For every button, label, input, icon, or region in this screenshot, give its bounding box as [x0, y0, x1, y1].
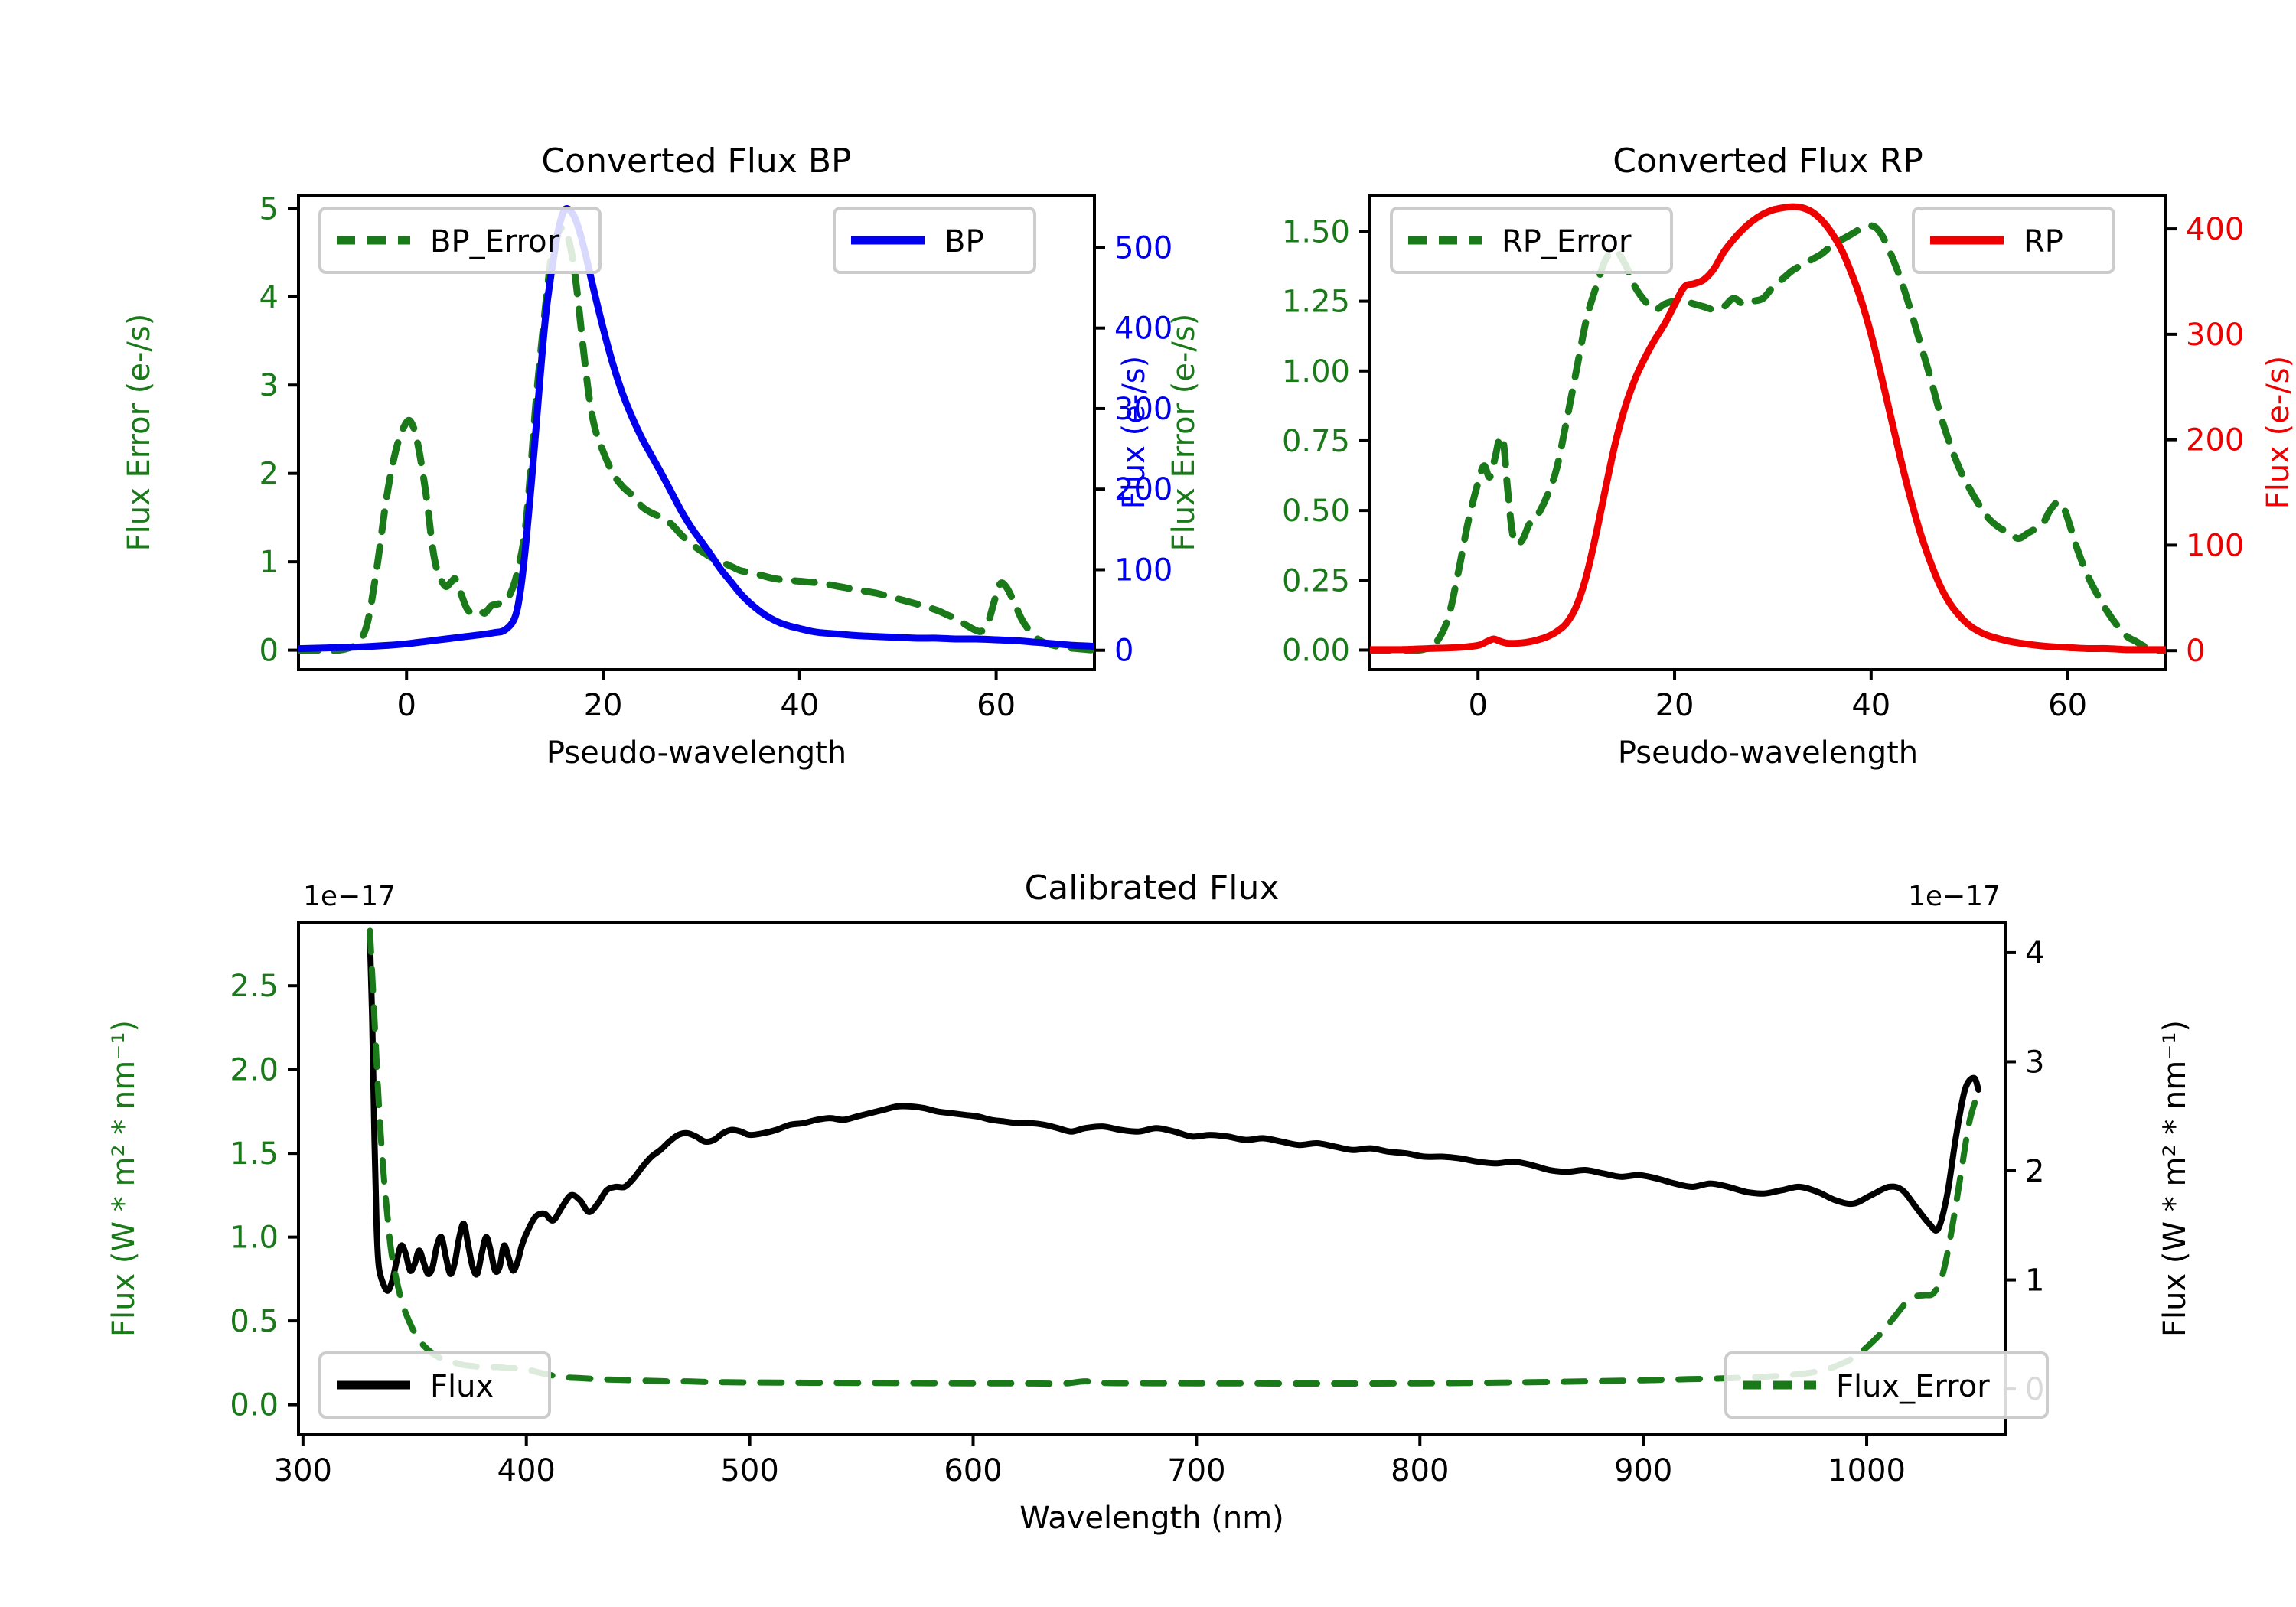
rp-legend-label: RP [2024, 224, 2063, 259]
x-tick-label: 900 [1614, 1453, 1672, 1488]
right-y-tick-label: 0 [2186, 634, 2205, 669]
left-y-tick-label: 1.00 [1282, 354, 1350, 390]
bp-x-axis-label: Pseudo-wavelength [546, 735, 846, 771]
series-line-bp [298, 205, 1094, 653]
right-y-tick-label: 100 [1114, 553, 1172, 588]
bp-left-y-axis-label: Flux Error (e-/s) [122, 314, 157, 552]
rp-plot-frame [1368, 194, 2167, 671]
right-y-tick-label: 300 [2186, 318, 2244, 353]
left-y-tick-label: 0.75 [1282, 424, 1350, 459]
left-y-tick-label: 0.00 [1282, 633, 1350, 668]
calibrated-flux-plot-frame [297, 921, 2007, 1436]
x-tick-label: 20 [1655, 688, 1694, 723]
series-line-rp [1370, 203, 2166, 654]
series-line-flux_error [367, 927, 1981, 1387]
flux-legend-label: Flux [430, 1369, 494, 1404]
rp-x-axis-label: Pseudo-wavelength [1618, 735, 1918, 771]
panel-converted-flux-rp: Converted Flux RP 0 20 40 60 Pseudo-wavelengt… [1148, 0, 2296, 826]
x-tick-label: 0 [397, 688, 416, 723]
right-y-tick-label: 400 [2186, 212, 2244, 247]
left-y-tick-label: 1.0 [230, 1221, 279, 1256]
flux-legend-box[interactable] [318, 1351, 551, 1419]
left-y-tick-label: 2 [259, 457, 279, 492]
x-tick-label: 800 [1391, 1453, 1449, 1488]
rp-left-y-axis-label: Flux Error (e-/s) [1166, 314, 1202, 552]
series-line-bp_error [298, 223, 1094, 654]
x-tick-label: 400 [497, 1453, 556, 1488]
calibrated-flux-x-axis-label: Wavelength (nm) [1019, 1501, 1284, 1536]
flux-error-legend-label: Flux_Error [1836, 1369, 1990, 1404]
bp-right-y-axis-label: Flux (e-/s) [1117, 356, 1152, 509]
flux-error-legend-box[interactable] [1724, 1351, 2049, 1419]
right-y-tick-label: 200 [2186, 423, 2244, 458]
x-tick-label: 500 [720, 1453, 778, 1488]
panel-calibrated-flux: Calibrated Flux 1e−17 1e−17 300 400 500 600 700… [0, 826, 2296, 1607]
left-y-tick-label: 1.25 [1282, 285, 1350, 320]
x-tick-label: 60 [2048, 688, 2087, 723]
right-y-tick-label: 0 [1114, 634, 1133, 669]
left-y-tick-label: 4 [259, 280, 279, 315]
left-y-tick-label: 1.50 [1282, 214, 1350, 249]
left-y-tick-label: 1 [259, 545, 279, 580]
x-tick-label: 40 [780, 688, 819, 723]
right-axis-offset-exponent: 1e−17 [1908, 881, 2001, 912]
rp-error-legend-label: RP_Error [1502, 224, 1632, 259]
right-y-tick-label: 100 [2186, 528, 2244, 563]
left-y-tick-label: 2.0 [230, 1053, 279, 1088]
left-y-tick-label: 5 [259, 191, 279, 227]
left-y-tick-label: 2.5 [230, 969, 279, 1004]
left-axis-offset-exponent: 1e−17 [303, 881, 396, 912]
x-tick-label: 600 [944, 1453, 1002, 1488]
series-line-rp_error [1370, 222, 2166, 654]
bp-legend-box[interactable] [833, 207, 1036, 274]
left-y-tick-label: 0.5 [230, 1304, 279, 1339]
calibrated-flux-left-y-axis-label: Flux (W * m² * nm⁻¹) [106, 1020, 142, 1337]
rp-error-legend-box[interactable] [1390, 207, 1673, 274]
x-tick-label: 700 [1167, 1453, 1225, 1488]
left-y-tick-label: 0.50 [1282, 494, 1350, 529]
panel-converted-flux-bp: Converted Flux BP 0 20 40 60 Pseudo-wavelengt… [0, 0, 1172, 826]
series-line-flux [367, 935, 1981, 1294]
bp-legend-label: BP [944, 224, 984, 259]
right-y-tick-label: 1 [2025, 1263, 2044, 1299]
right-y-tick-label: 3 [2025, 1045, 2044, 1080]
right-y-tick-label: 2 [2025, 1154, 2044, 1189]
x-tick-label: 40 [1851, 688, 1890, 723]
left-y-tick-label: 3 [259, 368, 279, 403]
bp-error-legend-label: BP_Error [430, 224, 560, 259]
left-y-tick-label: 0.25 [1282, 563, 1350, 598]
rp-legend-box[interactable] [1912, 207, 2115, 274]
x-tick-label: 60 [977, 688, 1016, 723]
calibrated-flux-panel-title: Calibrated Flux [1025, 869, 1280, 908]
x-tick-label: 1000 [1828, 1453, 1906, 1488]
right-y-tick-label: 400 [1114, 311, 1172, 347]
rp-panel-title: Converted Flux RP [1613, 142, 1923, 181]
x-tick-label: 0 [1469, 688, 1488, 723]
right-y-tick-label: 300 [1114, 392, 1172, 427]
bp-plot-frame [297, 194, 1096, 671]
left-y-tick-label: 1.5 [230, 1136, 279, 1172]
right-y-tick-label: 500 [1114, 230, 1172, 266]
calibrated-flux-right-y-axis-label: Flux (W * m² * nm⁻¹) [2157, 1020, 2193, 1337]
rp-right-y-axis-label: Flux (e-/s) [2261, 356, 2296, 509]
x-tick-label: 20 [584, 688, 623, 723]
bp-panel-title: Converted Flux BP [541, 142, 851, 181]
left-y-tick-label: 0 [259, 634, 279, 669]
right-y-tick-label: 4 [2025, 936, 2044, 971]
bp-error-legend-box[interactable] [318, 207, 602, 274]
x-tick-label: 300 [274, 1453, 332, 1488]
right-y-tick-label: 200 [1114, 472, 1172, 507]
left-y-tick-label: 0.0 [230, 1388, 279, 1423]
